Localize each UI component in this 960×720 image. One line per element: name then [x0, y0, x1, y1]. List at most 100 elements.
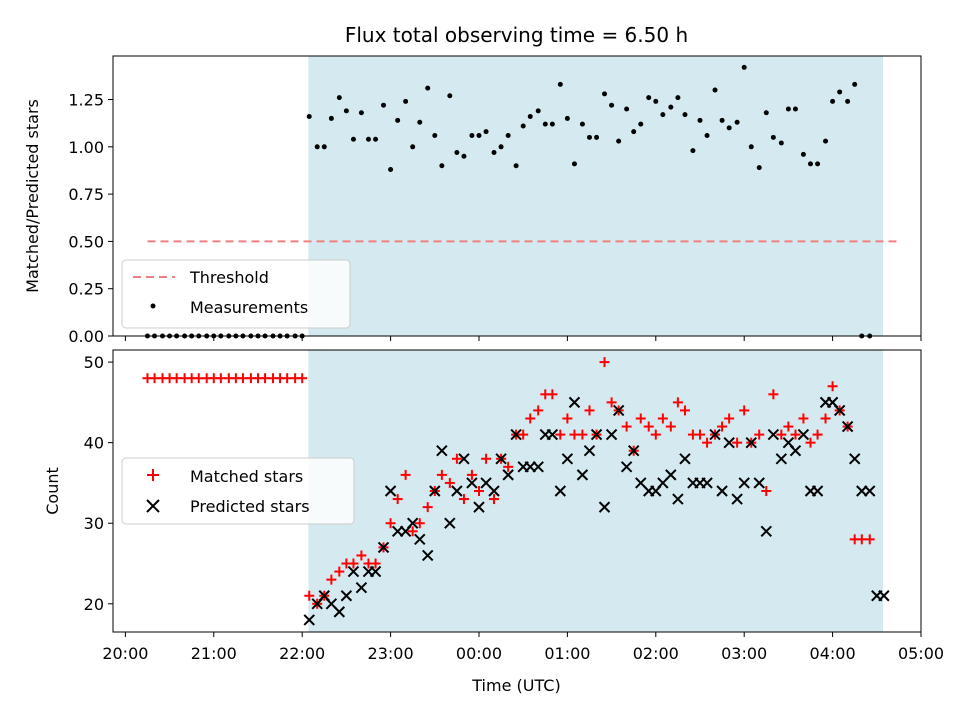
- measurement-point: [417, 119, 423, 125]
- measurement-point: [675, 95, 681, 101]
- matched-star-point: [798, 413, 809, 424]
- measurement-point: [815, 161, 821, 167]
- measurement-point: [719, 117, 725, 123]
- predicted-star-point: [848, 453, 861, 465]
- matched-star-point: [761, 486, 772, 496]
- measurement-point: [712, 87, 718, 93]
- matched-star-point: [577, 429, 588, 440]
- predicted-star-point: [679, 453, 691, 465]
- measurement-point: [535, 108, 541, 114]
- predicted-star-point: [444, 517, 456, 529]
- matched-star-point: [754, 429, 765, 440]
- matched-star-point: [635, 413, 646, 424]
- matched-star-point: [385, 518, 396, 529]
- matched-star-point: [481, 453, 492, 464]
- predicted-star-point: [369, 565, 382, 578]
- chart-title: Flux total observing time = 6.50 h: [345, 23, 688, 47]
- predicted-star-point: [864, 485, 876, 497]
- measurement-point: [646, 95, 652, 101]
- predicted-star-point: [436, 445, 448, 457]
- measurement-point: [660, 112, 666, 118]
- matched-legend-swatch: [147, 469, 159, 481]
- measurement-point: [432, 132, 438, 138]
- matched-star-point: [392, 494, 403, 505]
- matched-star-point: [739, 405, 750, 416]
- measurement-point: [602, 91, 608, 97]
- predicted-star-point: [605, 428, 618, 441]
- predicted-star-point: [546, 428, 559, 441]
- measurement-point: [469, 132, 475, 138]
- matched-star-point: [694, 429, 705, 440]
- measurements-legend-label: Measurements: [190, 298, 308, 317]
- threshold-legend-label: Threshold: [189, 268, 269, 287]
- predicted-star-point: [303, 614, 315, 626]
- matched-star-point: [672, 397, 683, 408]
- measurement-point: [373, 136, 379, 142]
- measurement-point: [704, 132, 710, 138]
- measurement-point: [483, 129, 489, 135]
- predicted-star-point: [333, 606, 346, 618]
- measurement-point: [542, 121, 548, 127]
- matched-star-point: [790, 429, 801, 440]
- predicted-legend-swatch: [146, 499, 160, 513]
- bottom-marks: [142, 357, 890, 626]
- predicted-star-point: [340, 590, 353, 602]
- bottom-panel: 20 30 40 50 20:00 21:00 22:00 23:00 00:00 01:00 0…: [43, 349, 944, 695]
- bottom-x-ticks: 20:00 21:00 22:00 23:00 00:00 01:00 02:00 03:00…: [102, 632, 944, 663]
- matched-star-point: [679, 405, 690, 416]
- predicted-star-point: [458, 453, 470, 465]
- measurement-point: [586, 134, 592, 140]
- x-tick-label: 04:00: [810, 644, 856, 663]
- measurement-point: [447, 93, 453, 99]
- predicted-star-point: [451, 485, 463, 497]
- measurement-point: [381, 102, 387, 108]
- matched-star-point: [606, 397, 617, 408]
- measurement-point: [763, 110, 769, 116]
- predicted-legend-label: Predicted stars: [190, 497, 310, 516]
- matched-star-point: [717, 421, 728, 432]
- x-tick-label: 05:00: [898, 644, 944, 663]
- matched-star-point: [356, 550, 367, 561]
- predicted-star-point: [701, 477, 713, 489]
- measurement-point: [852, 81, 858, 87]
- top-axes-frame: [112, 55, 922, 337]
- predicted-star-point: [672, 493, 684, 505]
- measurement-point: [594, 134, 600, 140]
- measurement-point: [388, 167, 394, 173]
- predicted-star-point: [414, 533, 426, 546]
- bottom-y-tick-label: 50: [84, 353, 104, 372]
- measurement-point: [748, 144, 754, 150]
- measurement-point: [314, 144, 320, 150]
- predicted-star-point: [429, 485, 441, 497]
- measurement-point: [527, 114, 533, 120]
- measurement-point: [624, 106, 630, 112]
- predicted-star-point: [731, 493, 743, 505]
- x-tick-label: 22:00: [279, 644, 325, 663]
- predicted-star-point: [709, 428, 721, 441]
- measurement-point: [807, 161, 813, 167]
- bottom-shaded-region: [308, 350, 883, 632]
- measurement-point: [579, 121, 585, 127]
- predicted-star-point: [775, 453, 788, 465]
- matched-star-point: [348, 558, 359, 569]
- predicted-star-point: [532, 461, 544, 473]
- top-x-ticks: [124, 336, 922, 341]
- matched-star-point: [547, 389, 558, 400]
- measurement-point: [571, 161, 577, 167]
- predicted-star-point: [878, 590, 890, 602]
- matched-star-point: [562, 413, 573, 424]
- matched-star-point: [805, 437, 816, 448]
- predicted-star-point: [665, 469, 677, 481]
- matched-star-point: [820, 413, 831, 424]
- matched-star-point: [657, 413, 668, 424]
- top-panel: Flux total observing time = 6.50 h 0.000…: [23, 23, 922, 346]
- matched-star-point: [732, 437, 743, 448]
- matched-star-point: [864, 534, 875, 545]
- measurement-point: [653, 98, 659, 104]
- predicted-star-point: [767, 428, 780, 441]
- x-tick-label: 00:00: [456, 644, 502, 663]
- measurement-point: [549, 121, 555, 127]
- x-tick-label: 03:00: [721, 644, 767, 663]
- measurement-point: [823, 138, 829, 144]
- matched-star-point: [451, 453, 462, 464]
